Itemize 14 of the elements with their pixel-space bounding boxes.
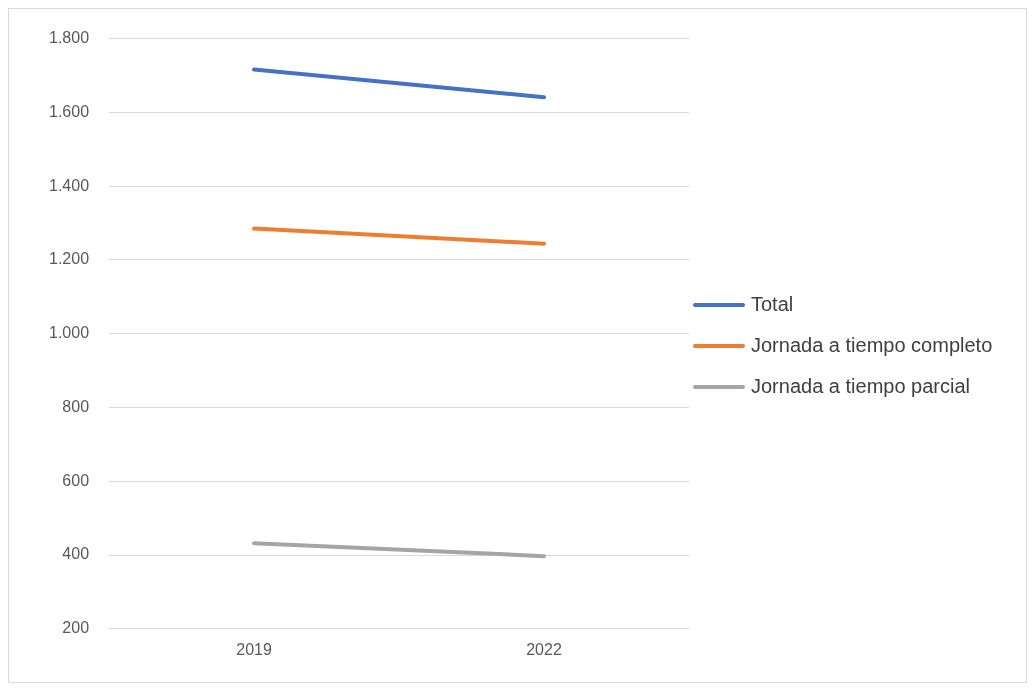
y-tick-label: 1.800 (48, 29, 90, 47)
legend-label: Total (751, 293, 794, 316)
y-tick-label: 800 (62, 397, 90, 415)
y-tick-label: 200 (62, 619, 90, 637)
y-tick-label: 600 (62, 471, 90, 489)
y-tick-label: 1.000 (48, 324, 90, 342)
legend-label: Jornada a tiempo completo (751, 334, 993, 357)
x-tick-label: 2019 (236, 640, 272, 658)
legend-label: Jornada a tiempo parcial (751, 375, 971, 398)
y-tick-label: 1.200 (48, 250, 90, 268)
y-tick-label: 400 (62, 545, 90, 563)
x-tick-label: 2022 (526, 640, 562, 658)
y-tick-label: 1.400 (48, 176, 90, 194)
y-tick-label: 1.600 (48, 102, 90, 120)
